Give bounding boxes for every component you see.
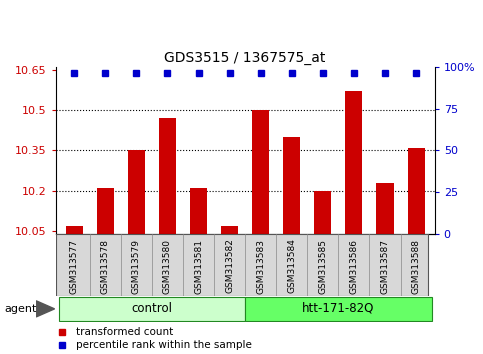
Text: GSM313579: GSM313579 <box>132 239 141 293</box>
Text: control: control <box>131 302 172 315</box>
Bar <box>190 188 207 234</box>
Text: agent: agent <box>5 304 37 314</box>
Text: GSM313588: GSM313588 <box>412 239 421 293</box>
Bar <box>97 188 114 234</box>
Text: GSM313586: GSM313586 <box>349 239 358 293</box>
Legend: transformed count, percentile rank within the sample: transformed count, percentile rank withi… <box>51 327 252 350</box>
Bar <box>376 183 394 234</box>
Text: GSM313578: GSM313578 <box>101 239 110 293</box>
Bar <box>252 110 269 234</box>
Bar <box>221 225 238 234</box>
Bar <box>66 225 83 234</box>
Text: GSM313585: GSM313585 <box>318 239 327 293</box>
Text: GSM313582: GSM313582 <box>225 239 234 293</box>
Text: GSM313581: GSM313581 <box>194 239 203 293</box>
Text: htt-171-82Q: htt-171-82Q <box>302 302 374 315</box>
Bar <box>345 91 362 234</box>
Bar <box>408 148 425 234</box>
Bar <box>128 150 145 234</box>
Bar <box>58 297 245 321</box>
Bar <box>159 118 176 234</box>
Bar <box>283 137 300 234</box>
Text: GSM313584: GSM313584 <box>287 239 296 293</box>
Title: GDS3515 / 1367575_at: GDS3515 / 1367575_at <box>164 51 326 65</box>
Polygon shape <box>36 301 55 317</box>
Text: GSM313580: GSM313580 <box>163 239 172 293</box>
Bar <box>245 297 432 321</box>
Bar <box>314 191 331 234</box>
Text: GSM313587: GSM313587 <box>381 239 389 293</box>
Text: GSM313577: GSM313577 <box>70 239 79 293</box>
Text: GSM313583: GSM313583 <box>256 239 265 293</box>
